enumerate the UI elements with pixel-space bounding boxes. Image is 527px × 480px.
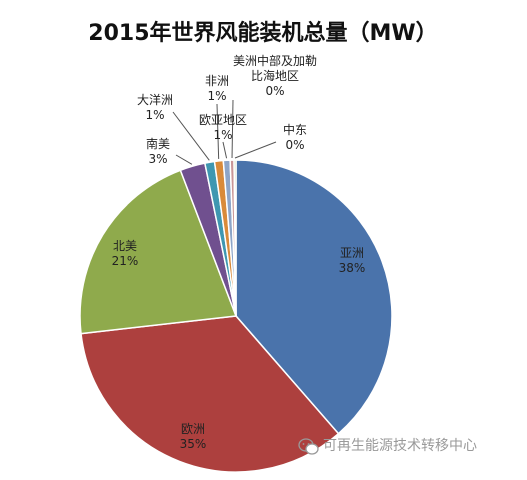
leader-lines (172, 99, 277, 165)
slice-label-5: 大洋洲 1% (137, 92, 173, 122)
leader-line-6 (216, 103, 220, 159)
slice-label-1: 亚洲 38% (339, 246, 366, 275)
watermark: 可再生能源技术转移中心 (298, 438, 477, 455)
leader-line-4 (175, 154, 193, 165)
pie-slices (79, 159, 393, 473)
wechat-icon (298, 438, 319, 455)
pie-slice-9 (233, 159, 237, 317)
slice-label-8: 美洲中部及加勒比海地区 0% (233, 53, 317, 98)
pie-slice-1 (235, 159, 393, 435)
slice-label-7: 欧亚地区 1% (199, 113, 247, 142)
leader-line-7 (222, 141, 228, 159)
leader-line-9 (234, 141, 277, 159)
pie-slice-2 (80, 315, 340, 473)
slice-label-4: 南美 3% (146, 136, 170, 166)
watermark-text: 可再生能源技术转移中心 (323, 438, 477, 454)
chart-title: 2015年世界风能装机总量（MW） (88, 20, 437, 46)
slice-labels: 亚洲 38% 欧洲 35% 北美 21% 南美 3% 大洋洲 1% 非洲 1% 欧亚地区 1% 美洲中部及加… (112, 53, 366, 451)
slice-label-2: 欧洲 35% (180, 422, 207, 451)
leader-line-5 (172, 111, 210, 161)
slice-label-6: 非洲 1% (205, 74, 229, 103)
slice-label-3: 北美 21% (112, 239, 139, 268)
pie-slice-3 (79, 169, 238, 335)
leader-line-8 (231, 99, 234, 159)
slice-label-9: 中东 0% (283, 122, 307, 152)
